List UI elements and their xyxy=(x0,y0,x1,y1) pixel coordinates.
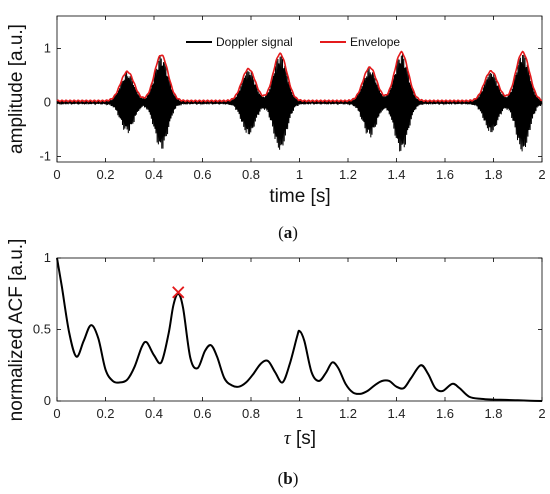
panel-a-envelope xyxy=(56,50,543,103)
x-tick-label: 1.6 xyxy=(436,167,454,182)
panel-b-y-axis-title: normalized ACF [a.u.] xyxy=(6,239,27,422)
x-tick-label: 1.8 xyxy=(484,167,502,182)
panel-b-x-axis-title: τ [s] xyxy=(284,428,316,449)
acf-line xyxy=(56,257,543,402)
x-tick-label: 1.2 xyxy=(339,406,357,421)
peak-marker-stroke xyxy=(172,286,185,299)
x-tick-label: 0 xyxy=(53,406,60,421)
panel-a: 0 0.2 0.4 0.6 0.8 1 1.2 1.4 1.6 1.8 2 -101 time [s… xyxy=(6,15,546,242)
doppler-signal-line xyxy=(56,52,543,152)
panel-a-x-tick-labels: 0 0.2 0.4 0.6 0.8 1 1.2 1.4 1.6 1.8 2 xyxy=(53,167,545,182)
panel-b-acf-curve xyxy=(56,257,543,402)
panel-b-caption-letter: b xyxy=(283,469,292,488)
x-tick-label: 0.8 xyxy=(242,406,260,421)
y-tick-label: 0.5 xyxy=(33,322,51,337)
x-tick-label: 1.4 xyxy=(387,167,405,182)
x-tick-label: 0 xyxy=(53,167,60,182)
panel-a-plot-area xyxy=(56,15,543,163)
y-tick-label: 1 xyxy=(44,250,51,265)
panel-a-x-axis-title: time [s] xyxy=(269,186,330,207)
x-tick-label: 2 xyxy=(538,406,545,421)
x-tick-label: 1 xyxy=(296,167,303,182)
y-tick-label: 0 xyxy=(44,393,51,408)
panel-a-caption: (a) xyxy=(278,223,298,242)
y-tick-label: 1 xyxy=(44,40,51,55)
panel-a-y-axis-title: amplitude [a.u.] xyxy=(6,24,27,154)
envelope-line xyxy=(56,50,543,103)
x-tick-label: 2 xyxy=(538,167,545,182)
legend-doppler-label: Doppler signal xyxy=(216,35,293,49)
panel-b-x-axis-unit: [s] xyxy=(291,428,316,449)
y-tick-label: 0 xyxy=(44,95,51,110)
x-tick-label: 1 xyxy=(296,406,303,421)
panel-b-caption: (b) xyxy=(278,469,299,488)
legend-envelope-label: Envelope xyxy=(350,35,400,49)
panel-b-x-axis-symbol: τ xyxy=(284,428,292,449)
x-tick-label: 0.4 xyxy=(145,167,163,182)
x-tick-label: 1.8 xyxy=(484,406,502,421)
panel-b-y-tick-labels: 00.51 xyxy=(33,250,51,408)
panel-b-x-tick-labels: 0 0.2 0.4 0.6 0.8 1 1.2 1.4 1.6 1.8 2 xyxy=(53,406,545,421)
x-tick-label: 1.2 xyxy=(339,167,357,182)
panel-b-plot-area xyxy=(56,257,543,402)
panel-a-caption-letter: a xyxy=(284,223,293,242)
x-tick-label: 1.4 xyxy=(387,406,405,421)
panel-a-doppler-signal xyxy=(56,52,543,152)
y-tick-label: -1 xyxy=(39,149,51,164)
x-tick-label: 0.6 xyxy=(193,167,211,182)
panel-a-y-tick-labels: -1 0 1 xyxy=(39,40,51,163)
x-tick-label: 0.4 xyxy=(145,406,163,421)
panel-b-peak-marker xyxy=(172,286,185,299)
x-tick-label: 0.2 xyxy=(96,167,114,182)
x-tick-label: 0.8 xyxy=(242,167,260,182)
x-tick-label: 0.6 xyxy=(193,406,211,421)
x-tick-label: 0.2 xyxy=(96,406,114,421)
panel-b: 0 0.2 0.4 0.6 0.8 1 1.2 1.4 1.6 1.8 2 00.51 τ [s] … xyxy=(6,239,546,488)
panel-a-legend: Doppler signal Envelope xyxy=(186,35,400,49)
x-tick-label: 1.6 xyxy=(436,406,454,421)
